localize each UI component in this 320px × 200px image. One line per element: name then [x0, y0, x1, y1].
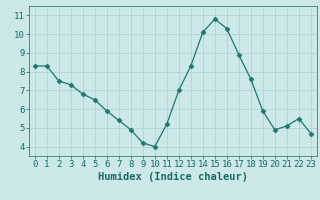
X-axis label: Humidex (Indice chaleur): Humidex (Indice chaleur)	[98, 172, 248, 182]
